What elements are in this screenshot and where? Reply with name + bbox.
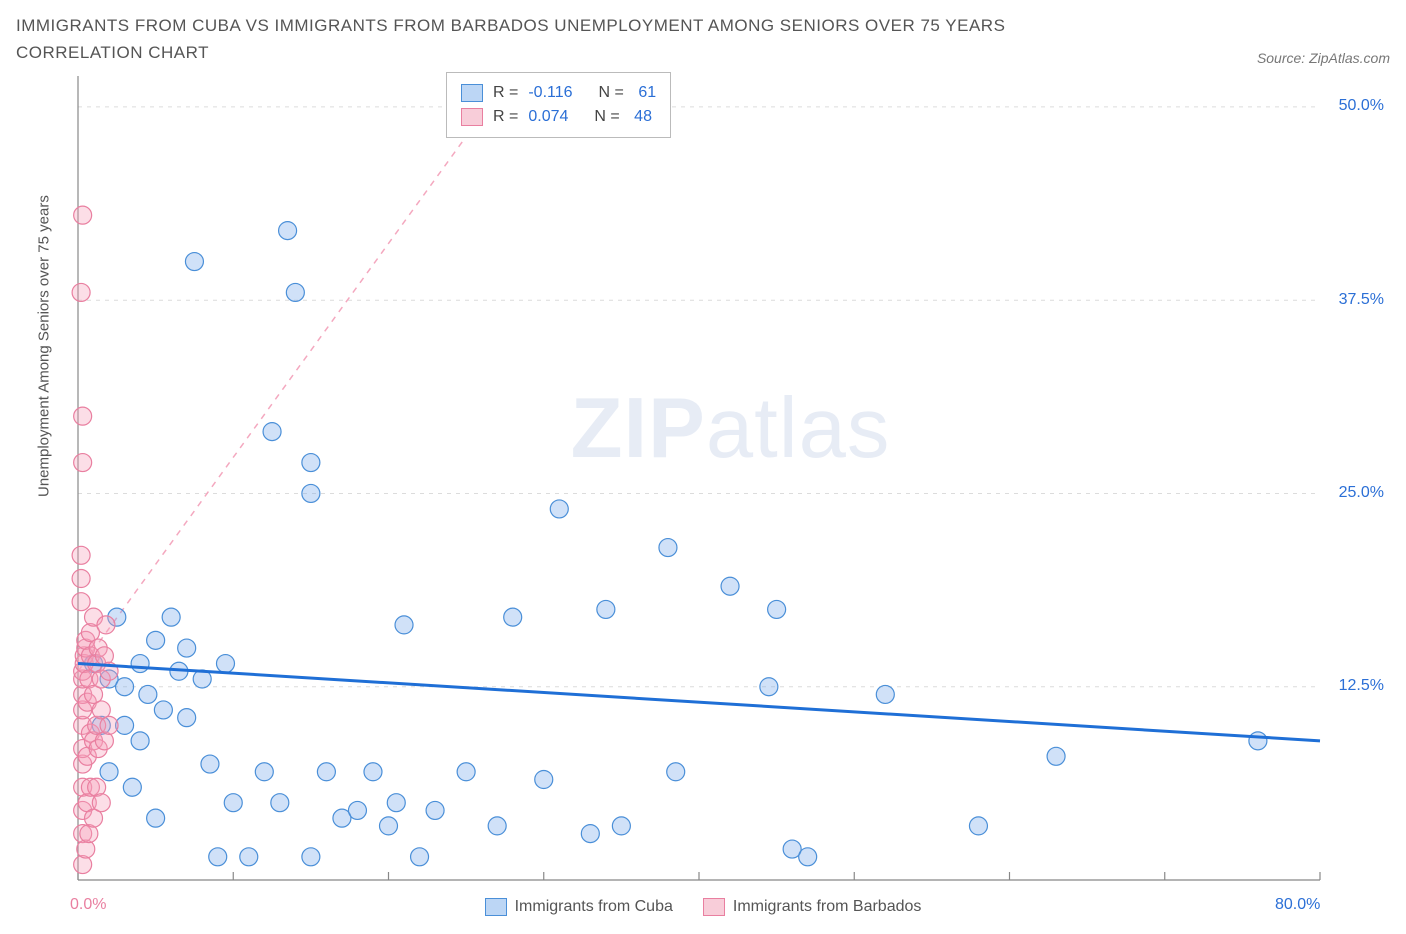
bottom-legend-item: Immigrants from Barbados xyxy=(703,898,922,916)
bottom-legend-item: Immigrants from Cuba xyxy=(485,898,673,916)
source-attribution: Source: ZipAtlas.com xyxy=(1257,50,1390,66)
legend-swatch xyxy=(461,84,483,102)
r-label: R = xyxy=(493,81,518,105)
x-tick-label: 80.0% xyxy=(1275,896,1320,914)
chart-container: Unemployment Among Seniors over 75 years… xyxy=(16,72,1390,922)
x-tick-label: 0.0% xyxy=(70,896,106,914)
bottom-legend: Immigrants from Cuba Immigrants from Barb… xyxy=(16,898,1390,916)
series-name: Immigrants from Cuba xyxy=(515,898,673,916)
chart-svg xyxy=(16,72,1390,922)
n-value: 48 xyxy=(630,105,652,129)
r-value: 0.074 xyxy=(528,105,568,129)
legend-swatch xyxy=(703,898,725,916)
n-value: 61 xyxy=(634,81,656,105)
chart-title: IMMIGRANTS FROM CUBA VS IMMIGRANTS FROM … xyxy=(16,12,1116,66)
stats-legend: R = -0.116 N = 61 R = 0.074 N = 48 xyxy=(446,72,671,138)
y-tick-label: 12.5% xyxy=(1339,677,1384,695)
n-label: N = xyxy=(599,81,624,105)
stats-legend-row: R = 0.074 N = 48 xyxy=(461,105,656,129)
series-name: Immigrants from Barbados xyxy=(733,898,922,916)
r-label: R = xyxy=(493,105,518,129)
y-tick-label: 25.0% xyxy=(1339,484,1384,502)
y-tick-label: 37.5% xyxy=(1339,291,1384,309)
r-value: -0.116 xyxy=(528,81,572,105)
legend-swatch xyxy=(485,898,507,916)
y-tick-label: 50.0% xyxy=(1339,97,1384,115)
stats-legend-row: R = -0.116 N = 61 xyxy=(461,81,656,105)
y-axis-label: Unemployment Among Seniors over 75 years xyxy=(36,196,53,498)
n-label: N = xyxy=(594,105,619,129)
legend-swatch xyxy=(461,108,483,126)
